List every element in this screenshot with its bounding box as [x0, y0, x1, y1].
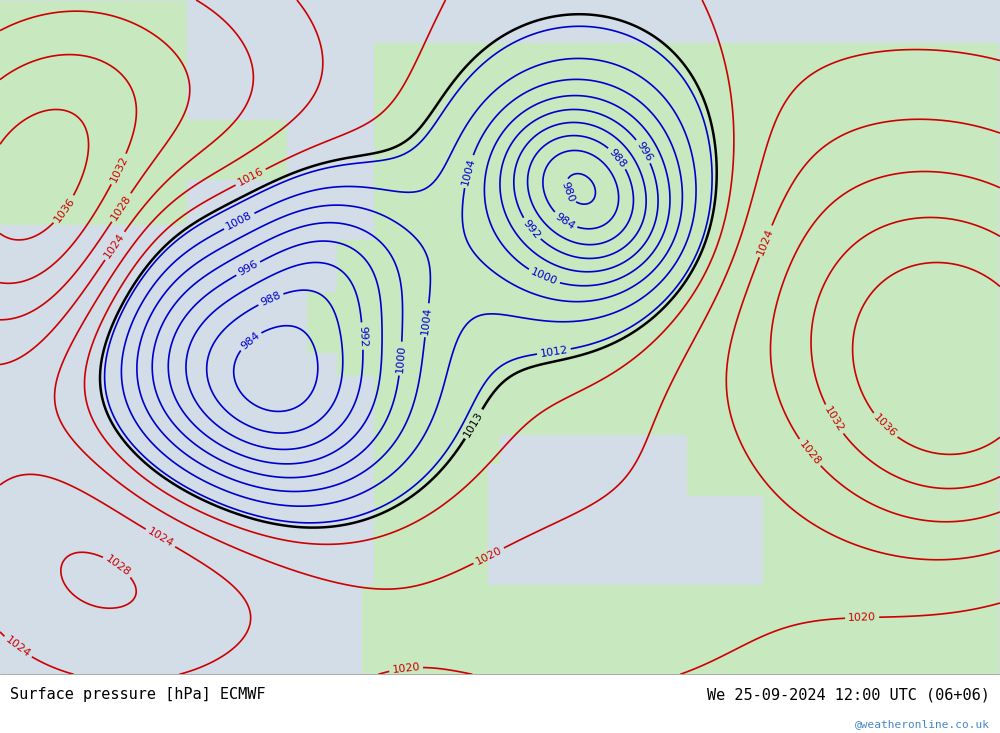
Text: @weatheronline.co.uk: @weatheronline.co.uk [855, 719, 990, 729]
Text: 1004: 1004 [460, 157, 477, 186]
Text: 1020: 1020 [848, 612, 876, 623]
Text: 1024: 1024 [146, 526, 175, 550]
Text: 1020: 1020 [391, 662, 421, 675]
Text: We 25-09-2024 12:00 UTC (06+06): We 25-09-2024 12:00 UTC (06+06) [707, 688, 990, 702]
Text: 984: 984 [239, 330, 261, 351]
Text: 980: 980 [559, 180, 576, 203]
Text: 1024: 1024 [756, 226, 775, 257]
Text: 1000: 1000 [395, 345, 407, 373]
Text: 988: 988 [259, 290, 282, 308]
Text: 1028: 1028 [109, 193, 133, 222]
Text: 1000: 1000 [529, 267, 559, 287]
Text: 988: 988 [607, 147, 628, 169]
Text: 1036: 1036 [871, 413, 898, 439]
Text: 996: 996 [634, 139, 654, 163]
Text: 1032: 1032 [822, 405, 845, 434]
Text: 992: 992 [521, 218, 542, 240]
Text: 1016: 1016 [236, 166, 265, 188]
Text: 984: 984 [553, 211, 577, 231]
Text: 1028: 1028 [103, 553, 132, 578]
Text: 992: 992 [357, 325, 368, 347]
Text: 1024: 1024 [3, 635, 32, 660]
Text: 1020: 1020 [474, 545, 504, 567]
Text: 1004: 1004 [420, 306, 433, 335]
Text: Surface pressure [hPa] ECMWF: Surface pressure [hPa] ECMWF [10, 688, 266, 702]
Text: 1032: 1032 [108, 155, 130, 184]
Text: 1012: 1012 [539, 345, 569, 358]
Text: 1008: 1008 [224, 210, 254, 232]
Text: 1024: 1024 [103, 232, 127, 260]
Text: 1013: 1013 [462, 410, 485, 438]
Text: 996: 996 [236, 259, 260, 278]
Text: 1028: 1028 [797, 438, 822, 467]
Text: 1036: 1036 [52, 196, 77, 224]
